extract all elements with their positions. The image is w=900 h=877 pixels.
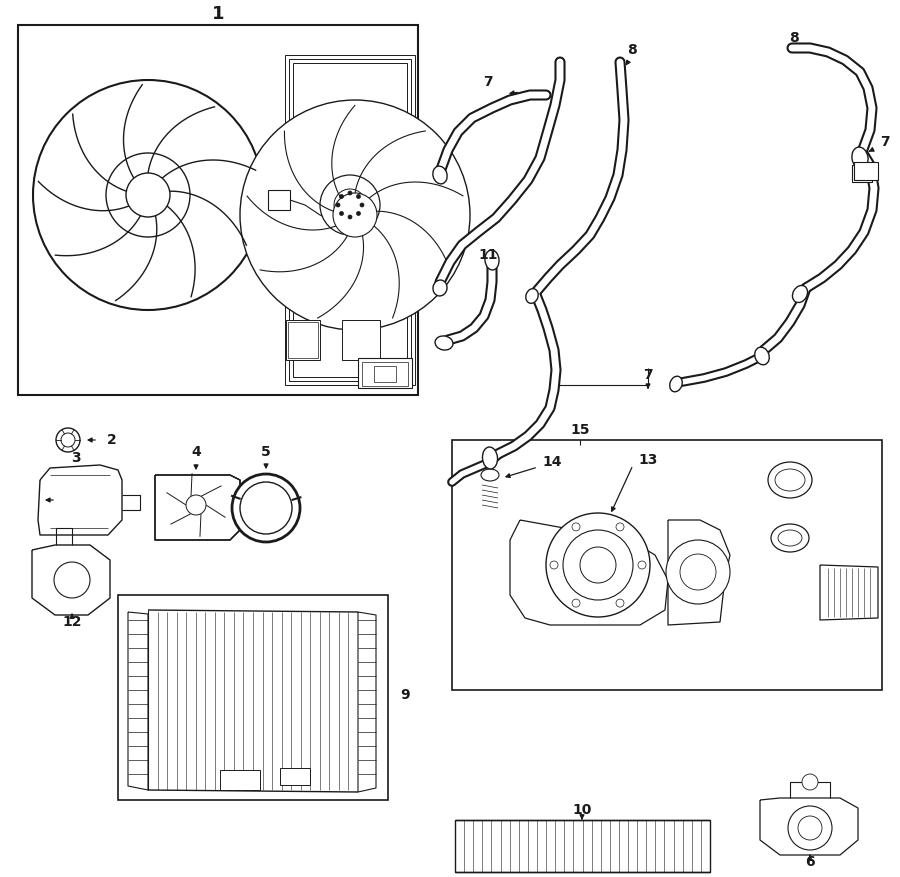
Circle shape	[616, 599, 624, 607]
Ellipse shape	[485, 250, 499, 270]
Polygon shape	[128, 612, 148, 790]
Ellipse shape	[755, 347, 770, 365]
Bar	[289, 59, 411, 381]
Text: 5: 5	[261, 445, 271, 459]
Text: 14: 14	[542, 455, 562, 469]
Circle shape	[339, 211, 344, 216]
Ellipse shape	[852, 147, 868, 169]
Polygon shape	[668, 520, 730, 625]
Polygon shape	[760, 798, 858, 855]
Circle shape	[356, 195, 361, 198]
Ellipse shape	[433, 166, 447, 184]
Bar	[286, 320, 320, 360]
Circle shape	[360, 203, 364, 207]
Circle shape	[334, 189, 366, 221]
Circle shape	[580, 547, 616, 583]
Polygon shape	[358, 612, 376, 792]
Bar	[293, 63, 407, 377]
Text: 6: 6	[806, 855, 814, 869]
Circle shape	[666, 540, 730, 604]
Bar	[455, 820, 710, 872]
Circle shape	[356, 211, 361, 216]
Circle shape	[680, 554, 716, 590]
Circle shape	[616, 523, 624, 531]
Ellipse shape	[435, 336, 453, 350]
Polygon shape	[148, 610, 358, 792]
Circle shape	[788, 806, 832, 850]
Bar	[280, 768, 310, 785]
Text: 4: 4	[191, 445, 201, 459]
Circle shape	[638, 561, 646, 569]
Ellipse shape	[778, 530, 802, 546]
Circle shape	[563, 530, 633, 600]
Text: 2: 2	[107, 433, 117, 447]
Bar	[854, 162, 878, 180]
Text: 8: 8	[627, 43, 637, 57]
Ellipse shape	[771, 524, 809, 552]
Circle shape	[186, 495, 206, 515]
Circle shape	[546, 513, 650, 617]
Polygon shape	[155, 475, 240, 540]
Circle shape	[348, 215, 352, 219]
Text: 15: 15	[571, 423, 590, 437]
Bar	[374, 366, 396, 382]
Circle shape	[333, 193, 377, 237]
Text: 7: 7	[644, 368, 652, 382]
Text: 7: 7	[483, 75, 493, 89]
Circle shape	[550, 561, 558, 569]
Bar	[18, 25, 418, 395]
Ellipse shape	[481, 469, 499, 481]
Circle shape	[232, 474, 300, 542]
Ellipse shape	[433, 280, 447, 296]
Ellipse shape	[482, 447, 498, 469]
Text: 7: 7	[880, 135, 889, 149]
Text: 10: 10	[572, 803, 591, 817]
Circle shape	[339, 195, 344, 198]
Circle shape	[61, 433, 75, 447]
Bar	[118, 595, 388, 800]
Circle shape	[126, 173, 170, 217]
Circle shape	[240, 100, 470, 330]
Bar	[220, 770, 260, 790]
Bar	[342, 320, 380, 360]
Bar	[358, 358, 412, 388]
Text: 12: 12	[62, 615, 82, 629]
Text: 8: 8	[789, 31, 799, 45]
Ellipse shape	[768, 462, 812, 498]
Text: 9: 9	[400, 688, 410, 702]
Ellipse shape	[526, 289, 538, 303]
Text: 13: 13	[638, 453, 658, 467]
Bar	[288, 322, 318, 358]
Circle shape	[336, 203, 340, 207]
Circle shape	[240, 482, 292, 534]
Text: 3: 3	[71, 451, 81, 465]
Text: 1: 1	[212, 5, 224, 23]
Ellipse shape	[793, 285, 807, 303]
Circle shape	[348, 191, 352, 195]
Polygon shape	[820, 565, 878, 620]
Polygon shape	[32, 545, 110, 615]
Bar	[285, 55, 415, 385]
Bar	[268, 190, 290, 210]
Circle shape	[572, 523, 580, 531]
Circle shape	[320, 175, 380, 235]
Circle shape	[802, 774, 818, 790]
Circle shape	[33, 80, 263, 310]
Circle shape	[54, 562, 90, 598]
Text: 11: 11	[478, 248, 498, 262]
Circle shape	[106, 153, 190, 237]
Ellipse shape	[775, 469, 805, 491]
Ellipse shape	[670, 376, 682, 392]
Bar	[362, 362, 408, 386]
Bar	[852, 165, 872, 182]
Circle shape	[798, 816, 822, 840]
Circle shape	[572, 599, 580, 607]
Bar	[452, 440, 882, 690]
Circle shape	[56, 428, 80, 452]
Polygon shape	[510, 520, 668, 625]
